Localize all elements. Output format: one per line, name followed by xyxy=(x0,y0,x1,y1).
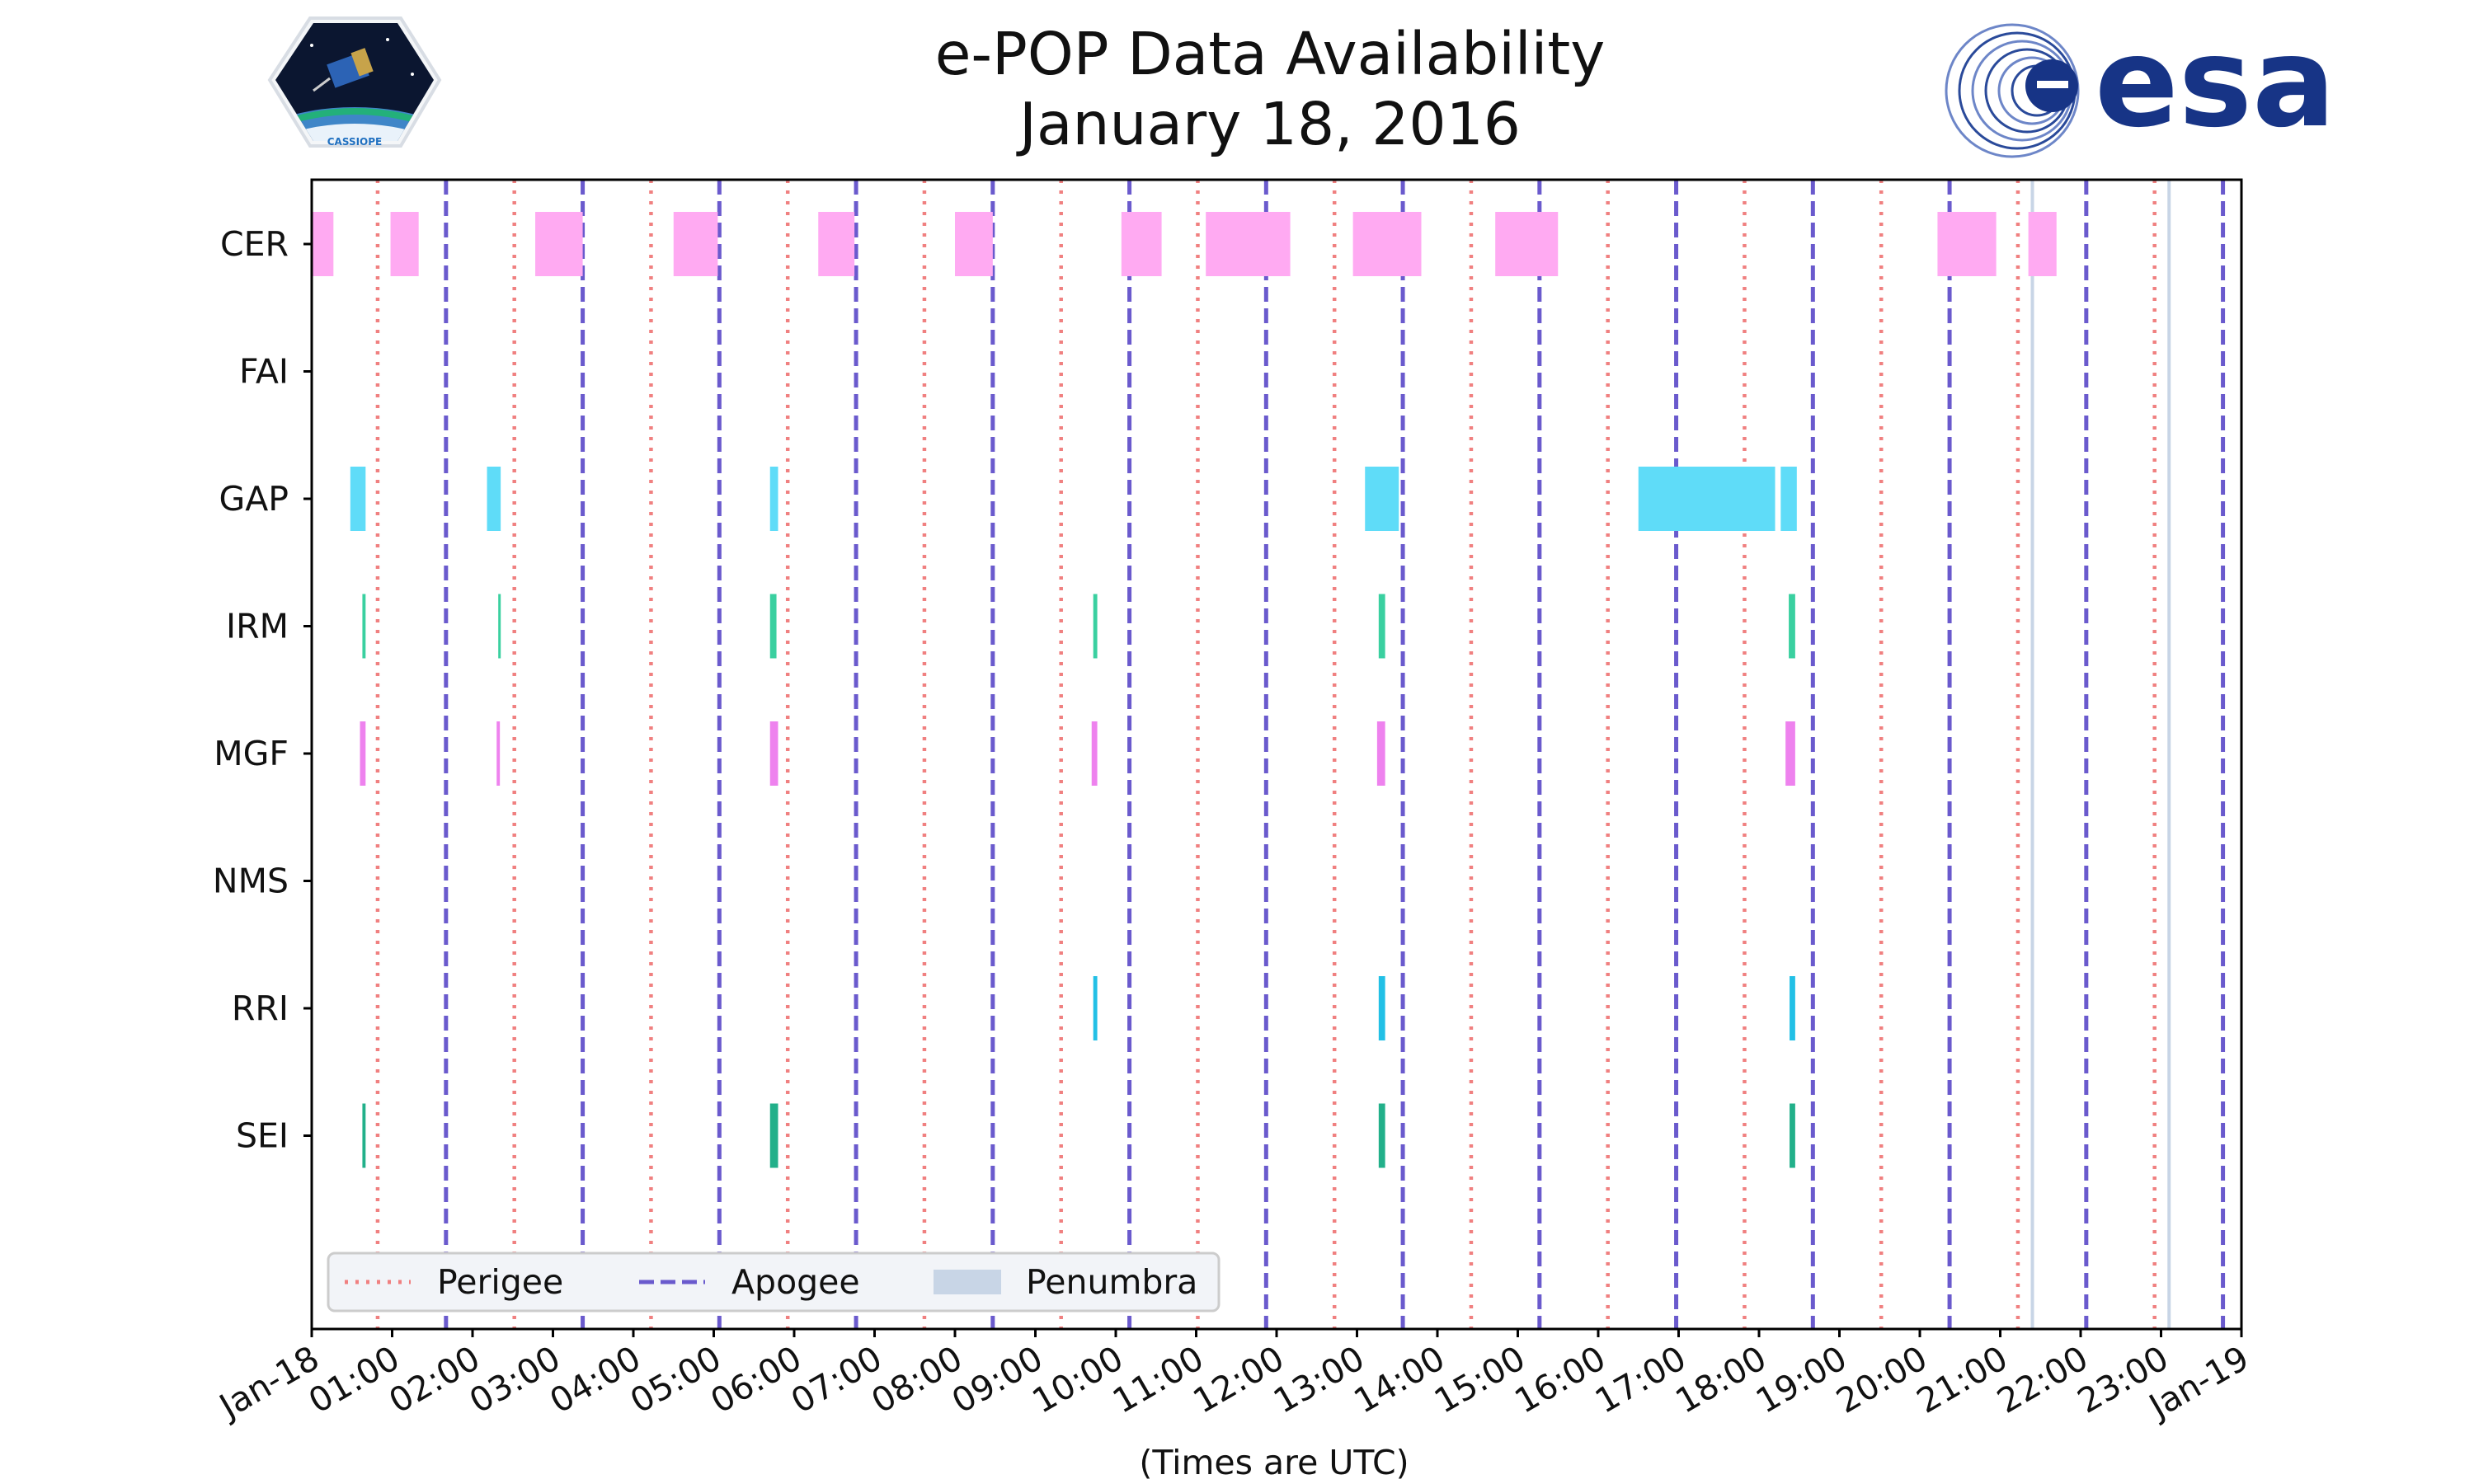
data-bar-sei xyxy=(1378,1103,1385,1168)
x-axis-label: (Times are UTC) xyxy=(1139,1443,1409,1482)
data-bar-gap xyxy=(1638,467,1776,531)
data-bar-irm xyxy=(1378,594,1385,659)
data-bar-rri xyxy=(1378,976,1385,1040)
data-bar-cer xyxy=(673,212,718,276)
x-tick-label: 04:00 xyxy=(543,1338,647,1421)
esa-logo: esa xyxy=(1945,12,2335,158)
data-bar-cer xyxy=(1495,212,1559,276)
y-tick-label-cer: CER xyxy=(220,224,289,264)
data-bar-cer xyxy=(1121,212,1162,276)
data-bar-irm xyxy=(498,594,501,659)
x-tick-label: 11:00 xyxy=(1106,1338,1210,1421)
legend-box xyxy=(327,1252,1221,1313)
data-bar-cer xyxy=(955,212,993,276)
y-tick-label-nms: NMS xyxy=(213,862,289,901)
data-bar-cer xyxy=(818,212,855,276)
data-bar-mgf xyxy=(769,721,778,786)
x-tick-label: 16:00 xyxy=(1508,1338,1612,1421)
legend-penumbra-swatch xyxy=(934,1270,1001,1294)
data-bar-mgf xyxy=(1376,721,1385,786)
data-bar-cer xyxy=(390,212,419,276)
data-bar-cer xyxy=(1937,212,1997,276)
x-tick-label: 07:00 xyxy=(784,1338,888,1421)
y-tick-label-rri: RRI xyxy=(232,989,289,1028)
y-tick-label-fai: FAI xyxy=(239,352,289,392)
esa-logo-text: esa xyxy=(2095,12,2335,155)
data-bar-irm xyxy=(1789,594,1795,659)
x-tick-label: 20:00 xyxy=(1830,1338,1934,1421)
legend: Perigee Apogee Penumbra xyxy=(327,1252,1221,1313)
data-bar-gap xyxy=(769,467,778,531)
x-tick-label: 10:00 xyxy=(1026,1338,1130,1421)
data-bar-sei xyxy=(769,1103,778,1168)
data-bar-gap xyxy=(1780,467,1797,531)
x-tick-label: 13:00 xyxy=(1267,1338,1371,1421)
data-bar-cer xyxy=(535,212,583,276)
plot-frame xyxy=(310,178,2243,1331)
x-tick-label: 09:00 xyxy=(945,1338,1049,1421)
x-tick-label: 06:00 xyxy=(704,1338,808,1421)
x-tick-label: 03:00 xyxy=(463,1338,567,1421)
legend-label-perigee: Perigee xyxy=(437,1262,563,1302)
cassiope-logo: CASSIOPE xyxy=(267,16,442,148)
data-bar-sei xyxy=(362,1103,366,1168)
data-bar-mgf xyxy=(1091,721,1098,786)
x-tick-label: 14:00 xyxy=(1348,1338,1451,1421)
x-tick-label: 02:00 xyxy=(383,1338,487,1421)
legend-label-apogee: Apogee xyxy=(731,1262,860,1302)
data-bar-mgf xyxy=(1785,721,1795,786)
legend-label-penumbra: Penumbra xyxy=(1026,1262,1197,1302)
data-bar-rri xyxy=(1093,976,1098,1040)
data-bar-cer xyxy=(312,212,334,276)
data-bar-gap xyxy=(487,467,501,531)
x-tick-label: 08:00 xyxy=(865,1338,969,1421)
x-tick-label: 19:00 xyxy=(1749,1338,1853,1421)
x-tick-label: 15:00 xyxy=(1427,1338,1531,1421)
x-tick-label: 01:00 xyxy=(302,1338,406,1421)
data-bar-cer xyxy=(2028,212,2057,276)
x-tick-label: 05:00 xyxy=(623,1338,727,1421)
chart-subtitle: January 18, 2016 xyxy=(1016,90,1521,158)
x-tick-label: 22:00 xyxy=(1991,1338,2095,1421)
data-bar-rri xyxy=(1790,976,1795,1040)
x-tick-label: 12:00 xyxy=(1187,1338,1291,1421)
y-tick-label-mgf: MGF xyxy=(214,734,289,773)
data-bar-sei xyxy=(1790,1103,1795,1168)
plot-area: CERFAIGAPIRMMGFNMSRRISEIJan-1801:0002:00… xyxy=(211,178,2255,1427)
y-tick-label-sei: SEI xyxy=(236,1116,289,1156)
y-tick-label-irm: IRM xyxy=(226,607,289,646)
data-bar-gap xyxy=(1365,467,1399,531)
data-bar-mgf xyxy=(496,721,501,786)
x-tick-label: 18:00 xyxy=(1669,1338,1773,1421)
data-bar-irm xyxy=(362,594,366,659)
cassiope-logo-text: CASSIOPE xyxy=(327,136,383,148)
chart-title: e-POP Data Availability xyxy=(935,20,1605,88)
x-tick-label: 17:00 xyxy=(1588,1338,1692,1421)
data-bar-gap xyxy=(350,467,366,531)
data-bar-irm xyxy=(1093,594,1098,659)
x-tick-label: 21:00 xyxy=(1910,1338,2014,1421)
satellite-icon xyxy=(313,48,374,92)
y-tick-label-gap: GAP xyxy=(219,479,289,519)
data-bar-mgf xyxy=(360,721,366,786)
data-bar-cer xyxy=(1206,212,1291,276)
data-bar-cer xyxy=(1352,212,1422,276)
data-bar-irm xyxy=(769,594,777,659)
